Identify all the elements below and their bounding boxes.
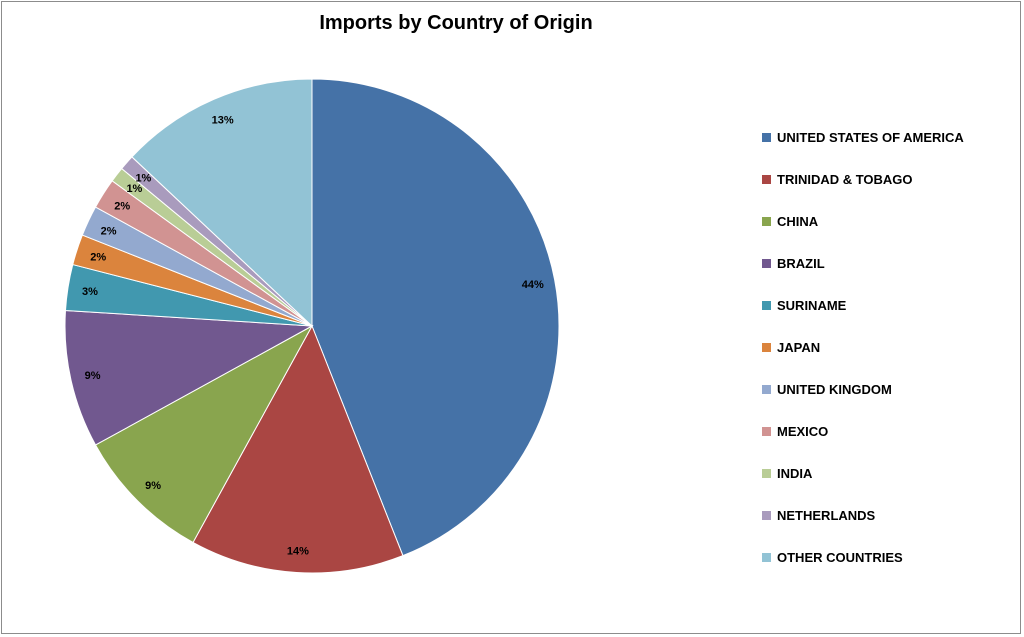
legend-swatch <box>762 469 771 478</box>
legend-item: BRAZIL <box>762 254 825 274</box>
slice-data-label: 14% <box>287 545 309 557</box>
slice-data-label: 2% <box>114 201 130 213</box>
legend-label: SURINAME <box>777 298 847 313</box>
legend-item: JAPAN <box>762 338 820 358</box>
legend-label: OTHER COUNTRIES <box>777 550 903 565</box>
legend-label: UNITED STATES OF AMERICA <box>777 130 964 145</box>
legend-item: TRINIDAD & TOBAGO <box>762 170 913 190</box>
legend-swatch <box>762 259 771 268</box>
slice-data-label: 1% <box>135 172 151 184</box>
pie-slice <box>192 324 404 574</box>
legend-item: UNITED KINGDOM <box>762 380 892 400</box>
slice-data-label: 9% <box>85 370 101 382</box>
legend-swatch <box>762 301 771 310</box>
legend-swatch <box>762 385 771 394</box>
slice-data-label: 13% <box>212 115 234 127</box>
slice-data-label: 44% <box>522 279 544 291</box>
chart-title: Imports by Country of Origin <box>319 12 593 34</box>
slice-data-label: 2% <box>90 252 106 264</box>
legend-label: JAPAN <box>777 340 821 355</box>
legend-item: CHINA <box>762 212 818 232</box>
legend-item: UNITED STATES OF AMERICA <box>762 128 964 148</box>
legend-item: INDIA <box>762 464 812 484</box>
slice-data-label: 3% <box>82 286 98 298</box>
legend-swatch <box>762 511 771 520</box>
slice-data-label: 9% <box>145 480 161 492</box>
legend-item: SURINAME <box>762 296 846 316</box>
pie-slice <box>94 324 314 544</box>
legend-item: MEXICO <box>762 422 828 442</box>
pie-slice <box>64 309 314 446</box>
legend-label: TRINIDAD & TOBAGO <box>777 172 913 187</box>
slice-data-label: 1% <box>126 183 142 195</box>
pie-slice <box>131 78 313 328</box>
legend-item: OTHER COUNTRIES <box>762 548 903 568</box>
legend-label: CHINA <box>777 214 819 229</box>
legend-swatch <box>762 217 771 226</box>
legend-swatch <box>762 133 771 142</box>
legend-label: BRAZIL <box>777 256 825 271</box>
slice-data-label: 2% <box>101 225 117 237</box>
legend-label: NETHERLANDS <box>777 508 876 523</box>
legend-swatch <box>762 427 771 436</box>
legend-swatch <box>762 343 771 352</box>
legend-label: UNITED KINGDOM <box>777 382 892 397</box>
pie-slice <box>311 78 560 557</box>
legend-label: INDIA <box>777 466 813 481</box>
legend-item: NETHERLANDS <box>762 506 875 526</box>
legend-swatch <box>762 553 771 562</box>
legend-label: MEXICO <box>777 424 829 439</box>
legend-swatch <box>762 175 771 184</box>
